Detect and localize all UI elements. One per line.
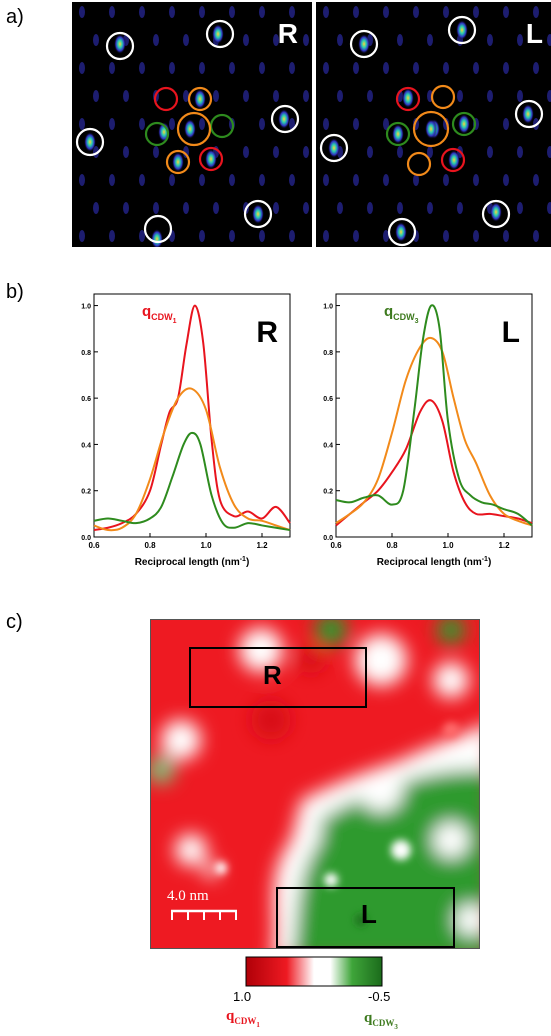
y-tick-label: 0.4	[81, 442, 91, 449]
plot-frame	[93, 293, 291, 538]
chart-tag: L	[502, 316, 520, 349]
series-line-2	[93, 431, 291, 532]
y-tick-label: 0.2	[323, 489, 333, 496]
box-r	[189, 647, 367, 708]
panel-label-c: c)	[6, 611, 23, 633]
series-line-1	[93, 387, 291, 532]
fft-spots-l	[319, 6, 551, 247]
fft-left-svg	[75, 6, 309, 247]
y-tick-label: 1.0	[323, 304, 333, 311]
y-tick-label: 1.0	[81, 304, 91, 311]
x-tick-label: 1.2	[498, 541, 510, 550]
map-texture	[151, 620, 479, 948]
x-tick-label: 1.0	[200, 541, 212, 550]
fft-image-l: L	[316, 2, 551, 247]
box-r-label: R	[263, 660, 282, 690]
series-line-0	[335, 399, 533, 527]
x-tick-label: 0.6	[330, 541, 342, 550]
x-tick-label: 0.8	[144, 541, 156, 550]
fft-right-svg	[319, 6, 551, 247]
colorbar-q3: qCDW3	[364, 1010, 398, 1031]
series-line-2	[335, 304, 533, 527]
x-axis-label: Reciprocal length (nm-1)	[377, 556, 492, 568]
x-tick-label: 0.8	[386, 541, 398, 550]
map-fine	[215, 722, 459, 926]
y-tick-label: 0.8	[323, 350, 333, 357]
y-tick-label: 0.2	[81, 489, 91, 496]
cdw-map-svg	[151, 620, 479, 948]
fft-image-r: R	[72, 2, 312, 247]
plot-frame	[335, 293, 533, 538]
box-l	[276, 887, 455, 948]
scale-label: 4.0 nm	[167, 888, 209, 904]
colorbar-left-label: 1.0	[233, 989, 252, 1004]
y-tick-label: 0.6	[81, 396, 91, 403]
chart-l: 0.6 0.8 1.0 1.2 0.0 0.2 0.4 0.6 0.8 1.0 Reciprocal…	[323, 293, 533, 568]
peak-annotation: qCDW1	[142, 303, 177, 325]
peak-annotation: qCDW3	[384, 303, 419, 325]
y-tick-label: 0.6	[323, 396, 333, 403]
y-tick-label: 0.4	[323, 442, 333, 449]
colorbar	[245, 956, 383, 987]
fft-tag-l: L	[525, 18, 543, 49]
x-tick-label: 1.2	[256, 541, 268, 550]
colorbar-right-label: -0.5	[368, 989, 391, 1004]
x-tick-label: 1.0	[442, 541, 454, 550]
chart-r: 0.6 0.8 1.0 1.2 0.0 0.2 0.4 0.6 0.8 1.0 Reciprocal…	[81, 293, 291, 568]
y-tick-label: 0.0	[81, 535, 91, 542]
chart-tag: R	[256, 316, 278, 349]
panel-label-b: b)	[6, 281, 24, 303]
colorbar-q1: qCDW1	[226, 1008, 260, 1029]
panel-label-a: a)	[6, 6, 24, 28]
x-axis-label: Reciprocal length (nm-1)	[135, 556, 250, 568]
scale-bar	[171, 909, 237, 920]
x-tick-label: 0.6	[88, 541, 100, 550]
y-tick-label: 0.0	[323, 535, 333, 542]
fft-tag-r: R	[277, 18, 298, 49]
fft-spots-r	[75, 6, 309, 247]
box-l-label: L	[361, 899, 377, 929]
cdw-map: R L 4.0 nm	[150, 619, 480, 949]
y-tick-label: 0.8	[81, 350, 91, 357]
